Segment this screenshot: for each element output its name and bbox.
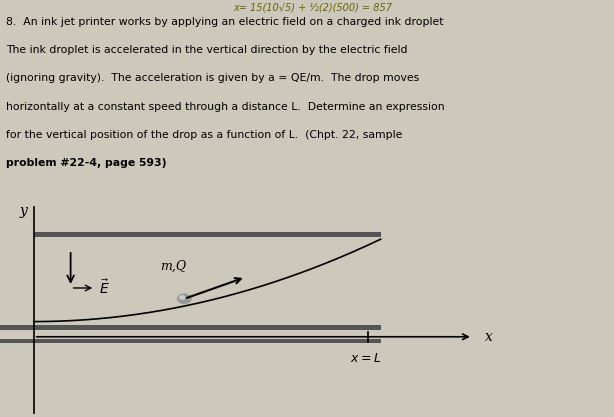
Bar [0,339,381,343]
Bar [34,232,381,237]
Text: $\vec{E}$: $\vec{E}$ [99,279,110,297]
Bar [0,326,381,330]
Text: x= 15(10√5) + ½(2)(500) = 857: x= 15(10√5) + ½(2)(500) = 857 [233,2,392,12]
Text: y: y [20,204,28,219]
Text: (ignoring gravity).  The acceleration is given by a = QE/m.  The drop moves: (ignoring gravity). The acceleration is … [6,73,419,83]
Text: 8.  An ink jet printer works by applying an electric field on a charged ink drop: 8. An ink jet printer works by applying … [6,17,444,27]
Text: x: x [485,330,493,344]
Text: $x= L$: $x= L$ [350,352,381,365]
Circle shape [180,296,185,299]
Text: horizontally at a constant speed through a distance L.  Determine an expression: horizontally at a constant speed through… [6,102,445,112]
Text: m,Q: m,Q [160,260,186,273]
Text: problem #22-4, page 593): problem #22-4, page 593) [6,158,166,168]
Text: The ink droplet is accelerated in the vertical direction by the electric field: The ink droplet is accelerated in the ve… [6,45,408,55]
Circle shape [177,294,191,304]
Text: for the vertical position of the drop as a function of L.  (Chpt. 22, sample: for the vertical position of the drop as… [6,130,403,140]
